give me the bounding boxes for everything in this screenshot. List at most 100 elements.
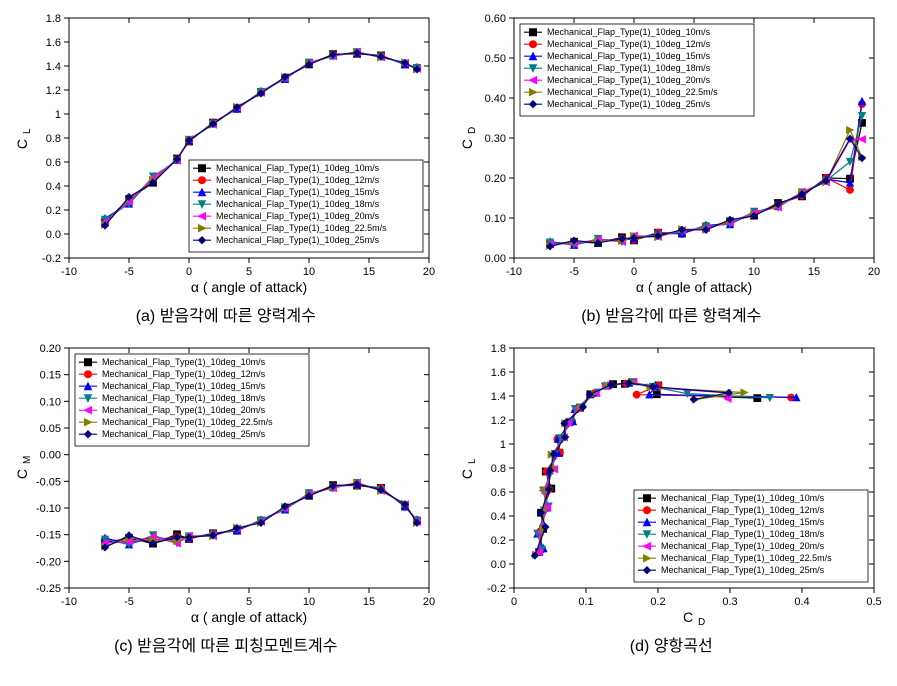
svg-text:0.5: 0.5 [867,596,882,608]
svg-text:Mechanical_Flap_Type(1)_10deg_: Mechanical_Flap_Type(1)_10deg_15m/s [547,51,711,61]
svg-text:M: M [22,456,33,464]
svg-text:0.50: 0.50 [485,53,506,65]
svg-text:0.0: 0.0 [491,559,506,571]
svg-text:1.6: 1.6 [491,367,506,379]
svg-text:15: 15 [808,266,820,278]
svg-text:-0.20: -0.20 [36,556,61,568]
svg-text:L: L [467,458,478,464]
svg-text:0.60: 0.60 [485,13,506,25]
svg-text:1: 1 [500,439,506,451]
panel-d: 00.10.20.30.40.5-0.20.00.20.40.60.811.21… [454,338,890,656]
svg-text:1.2: 1.2 [491,415,506,427]
svg-text:0.8: 0.8 [491,463,506,475]
svg-text:Mechanical_Flap_Type(1)_10deg_: Mechanical_Flap_Type(1)_10deg_25m/s [102,429,266,439]
svg-text:-0.10: -0.10 [36,503,61,515]
chart-d-svg: 00.10.20.30.40.5-0.20.00.20.40.60.811.21… [456,338,886,628]
svg-text:0: 0 [511,596,517,608]
svg-text:Mechanical_Flap_Type(1)_10deg_: Mechanical_Flap_Type(1)_10deg_25m/s [661,565,825,575]
svg-text:-5: -5 [569,266,579,278]
svg-text:L: L [22,128,33,134]
svg-text:-10: -10 [506,266,522,278]
svg-text:0.0: 0.0 [45,229,60,241]
svg-text:20: 20 [868,266,880,278]
svg-text:0: 0 [186,596,192,608]
caption-b: (b) 받음각에 따른 항력계수 [581,302,761,326]
svg-text:Mechanical_Flap_Type(1)_10deg_: Mechanical_Flap_Type(1)_10deg_22.5m/s [661,553,832,563]
svg-text:10: 10 [303,266,315,278]
svg-text:0.2: 0.2 [491,535,506,547]
chart-a-svg: -10-505101520-0.20.00.20.40.60.811.21.41… [11,8,441,298]
svg-text:15: 15 [363,596,375,608]
svg-text:0.2: 0.2 [45,205,60,217]
svg-text:Mechanical_Flap_Type(1)_10deg_: Mechanical_Flap_Type(1)_10deg_10m/s [661,493,825,503]
svg-text:Mechanical_Flap_Type(1)_10deg_: Mechanical_Flap_Type(1)_10deg_18m/s [547,63,711,73]
svg-text:5: 5 [691,266,697,278]
svg-text:10: 10 [748,266,760,278]
svg-text:C: C [459,469,475,479]
svg-text:0.30: 0.30 [485,133,506,145]
svg-text:-0.2: -0.2 [42,253,61,265]
svg-text:20: 20 [423,596,435,608]
caption-c: (c) 받음각에 따른 피칭모멘트계수 [114,632,337,656]
svg-text:Mechanical_Flap_Type(1)_10deg_: Mechanical_Flap_Type(1)_10deg_15m/s [661,517,825,527]
svg-text:0.1: 0.1 [579,596,594,608]
svg-text:15: 15 [363,266,375,278]
svg-text:Mechanical_Flap_Type(1)_10deg_: Mechanical_Flap_Type(1)_10deg_22.5m/s [216,223,387,233]
svg-text:0.4: 0.4 [45,181,60,193]
svg-text:0.00: 0.00 [39,450,60,462]
panel-b: -10-5051015200.000.100.200.300.400.500.6… [454,8,890,326]
svg-text:α ( angle of attack): α ( angle of attack) [191,609,307,625]
svg-text:0.00: 0.00 [485,253,506,265]
svg-text:Mechanical_Flap_Type(1)_10deg_: Mechanical_Flap_Type(1)_10deg_18m/s [216,199,380,209]
svg-text:Mechanical_Flap_Type(1)_10deg_: Mechanical_Flap_Type(1)_10deg_25m/s [547,99,711,109]
svg-text:0.4: 0.4 [795,596,810,608]
chart-c-svg: -10-505101520-0.25-0.20-0.15-0.10-0.050.… [11,338,441,628]
svg-text:0.3: 0.3 [723,596,738,608]
svg-text:0.10: 0.10 [485,213,506,225]
svg-text:1.8: 1.8 [45,13,60,25]
svg-text:1.2: 1.2 [45,85,60,97]
svg-text:1.4: 1.4 [491,391,506,403]
panel-c: -10-505101520-0.25-0.20-0.15-0.10-0.050.… [8,338,444,656]
svg-text:0.20: 0.20 [39,343,60,355]
svg-text:C: C [14,139,30,149]
svg-text:0.20: 0.20 [485,173,506,185]
svg-text:Mechanical_Flap_Type(1)_10deg_: Mechanical_Flap_Type(1)_10deg_20m/s [102,405,266,415]
svg-text:1: 1 [55,109,61,121]
svg-text:-0.15: -0.15 [36,530,61,542]
svg-text:-10: -10 [61,266,77,278]
svg-text:Mechanical_Flap_Type(1)_10deg_: Mechanical_Flap_Type(1)_10deg_10m/s [102,357,266,367]
svg-text:Mechanical_Flap_Type(1)_10deg_: Mechanical_Flap_Type(1)_10deg_18m/s [661,529,825,539]
svg-text:1.4: 1.4 [45,61,60,73]
svg-text:0.8: 0.8 [45,133,60,145]
svg-text:0.6: 0.6 [45,157,60,169]
svg-text:C: C [683,609,693,625]
svg-text:-5: -5 [124,596,134,608]
svg-text:1.8: 1.8 [491,343,506,355]
svg-text:0.10: 0.10 [39,396,60,408]
svg-text:-0.25: -0.25 [36,583,61,595]
svg-text:Mechanical_Flap_Type(1)_10deg_: Mechanical_Flap_Type(1)_10deg_12m/s [102,369,266,379]
svg-text:20: 20 [423,266,435,278]
svg-text:Mechanical_Flap_Type(1)_10deg_: Mechanical_Flap_Type(1)_10deg_20m/s [661,541,825,551]
svg-text:Mechanical_Flap_Type(1)_10deg_: Mechanical_Flap_Type(1)_10deg_22.5m/s [547,87,718,97]
svg-text:D: D [467,127,478,134]
svg-text:10: 10 [303,596,315,608]
svg-text:0: 0 [631,266,637,278]
caption-d: (d) 양항곡선 [630,632,713,656]
svg-text:0.05: 0.05 [39,423,60,435]
svg-text:0.6: 0.6 [491,487,506,499]
svg-text:Mechanical_Flap_Type(1)_10deg_: Mechanical_Flap_Type(1)_10deg_20m/s [547,75,711,85]
svg-text:0: 0 [186,266,192,278]
svg-text:Mechanical_Flap_Type(1)_10deg_: Mechanical_Flap_Type(1)_10deg_15m/s [216,187,380,197]
svg-text:5: 5 [246,266,252,278]
svg-text:Mechanical_Flap_Type(1)_10deg_: Mechanical_Flap_Type(1)_10deg_22.5m/s [102,417,273,427]
svg-text:Mechanical_Flap_Type(1)_10deg_: Mechanical_Flap_Type(1)_10deg_20m/s [216,211,380,221]
svg-text:-10: -10 [61,596,77,608]
svg-text:Mechanical_Flap_Type(1)_10deg_: Mechanical_Flap_Type(1)_10deg_10m/s [547,27,711,37]
svg-text:Mechanical_Flap_Type(1)_10deg_: Mechanical_Flap_Type(1)_10deg_15m/s [102,381,266,391]
chart-b-svg: -10-5051015200.000.100.200.300.400.500.6… [456,8,886,298]
svg-text:C: C [14,469,30,479]
svg-text:5: 5 [246,596,252,608]
svg-text:C: C [459,139,475,149]
